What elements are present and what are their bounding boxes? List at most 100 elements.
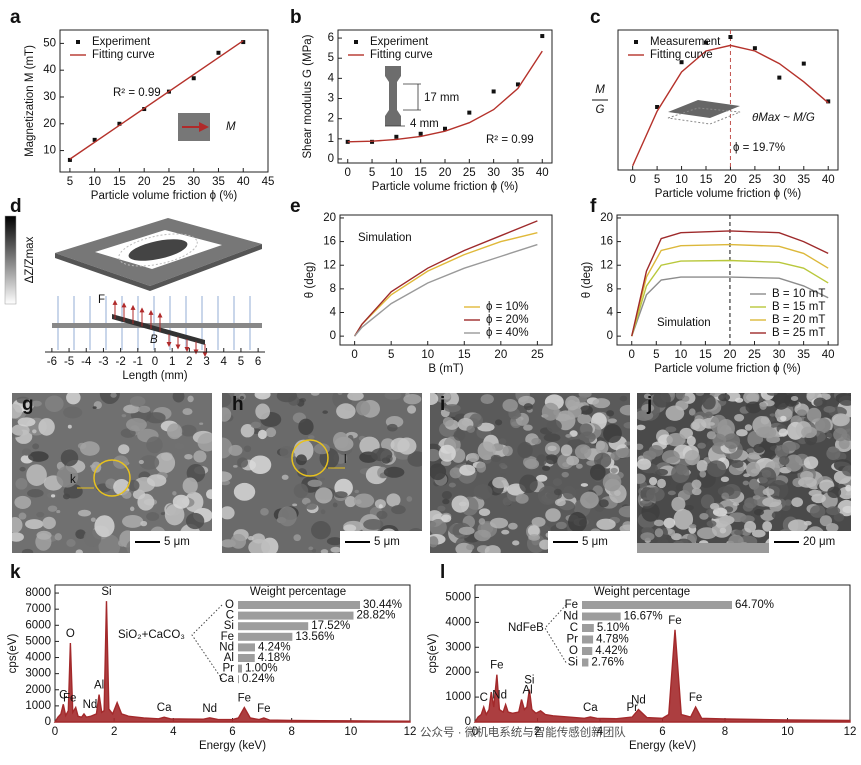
grain	[355, 400, 371, 416]
peak-label: C	[480, 692, 488, 704]
scale-label: 20 μm	[803, 536, 835, 548]
grain	[545, 454, 558, 465]
grain	[63, 406, 83, 419]
grain	[717, 419, 735, 438]
x-tick-label: 6	[229, 726, 235, 738]
grain	[36, 530, 52, 540]
inset-bar	[582, 658, 589, 667]
grain	[519, 474, 538, 494]
grain	[782, 441, 800, 451]
peak-label: Ca	[583, 702, 598, 714]
data-point	[92, 137, 97, 142]
scale-box	[548, 531, 630, 553]
grain	[477, 422, 495, 432]
grain	[734, 397, 744, 403]
grain	[182, 477, 198, 495]
inset-value-label: 1.00%	[245, 663, 278, 675]
grain	[527, 525, 540, 537]
data-point	[704, 40, 708, 45]
grain	[663, 517, 676, 529]
x-tick-label: 2	[186, 356, 192, 368]
grain	[129, 396, 146, 407]
x-tick-label: 20	[138, 176, 151, 188]
y-tick-label: 0	[607, 330, 613, 342]
grain	[537, 485, 558, 505]
grain	[531, 517, 546, 527]
x-tick-label: 30	[187, 176, 200, 188]
grain	[766, 393, 778, 396]
grain	[407, 451, 422, 467]
grain	[473, 484, 493, 500]
grain	[278, 506, 297, 527]
y-tick-label: 4000	[25, 652, 51, 664]
x-axis-title: Length (mm)	[122, 370, 187, 382]
grain	[667, 490, 676, 496]
y-tick-label: 10	[43, 145, 56, 157]
grain	[640, 532, 655, 541]
grain	[702, 394, 716, 410]
inset-category: Fe	[221, 631, 234, 643]
grain	[555, 521, 567, 530]
y-tick-label: 6000	[25, 619, 51, 631]
grain	[523, 424, 533, 431]
x-tick-label: 15	[113, 176, 126, 188]
scale-box	[340, 531, 422, 553]
grain	[292, 503, 298, 507]
grain	[233, 482, 256, 501]
grain	[293, 534, 301, 542]
grain	[580, 483, 589, 487]
x-tick-label: -4	[81, 356, 92, 368]
grain	[641, 502, 660, 522]
grain	[675, 393, 685, 400]
grain	[138, 459, 144, 465]
grain	[753, 485, 767, 497]
data-point	[216, 50, 221, 55]
grain	[746, 393, 759, 402]
grain	[673, 508, 694, 530]
grain	[675, 483, 684, 492]
grain	[531, 437, 542, 445]
inset-bar	[582, 635, 594, 644]
grain	[517, 441, 533, 459]
highlight-label: k	[70, 474, 76, 486]
x-tick-label: 20	[494, 349, 507, 361]
x-tick-label: 15	[700, 174, 713, 186]
data-point	[777, 75, 782, 80]
grain	[845, 484, 851, 492]
grain	[562, 485, 576, 500]
x-axis-title: Particle volume friction ϕ (%)	[91, 190, 238, 202]
grain	[720, 476, 730, 483]
grain	[320, 477, 325, 481]
peak-label: Nd	[83, 699, 98, 711]
grain	[652, 393, 671, 408]
inset-bar	[238, 632, 293, 641]
inset-group-label: SiO₂+CaCO₃	[118, 629, 185, 641]
x-tick-label: 35	[512, 167, 525, 179]
grain	[688, 408, 696, 416]
grain	[260, 508, 269, 516]
grain	[671, 496, 686, 512]
data-point	[540, 34, 545, 39]
data-point	[467, 110, 472, 115]
grain	[523, 403, 533, 411]
y-tick-label: 3000	[25, 668, 51, 680]
data-point	[801, 61, 806, 66]
grain	[90, 517, 96, 522]
data-line	[631, 230, 829, 337]
grain	[38, 418, 55, 436]
grain	[83, 529, 102, 548]
grain	[453, 429, 466, 441]
y-tick-label: 1	[328, 133, 334, 145]
grain	[343, 524, 357, 532]
grain	[515, 412, 522, 418]
y-tick-label: 1000	[25, 700, 51, 712]
grain	[54, 533, 62, 541]
x-axis-title: Energy (keV)	[199, 740, 266, 752]
inset-category: O	[225, 599, 234, 611]
inset-bar	[238, 664, 243, 673]
x-tick-label: 0	[629, 349, 635, 361]
grain	[695, 393, 705, 396]
grain	[596, 518, 616, 530]
grain	[607, 418, 617, 424]
grain	[129, 506, 135, 512]
